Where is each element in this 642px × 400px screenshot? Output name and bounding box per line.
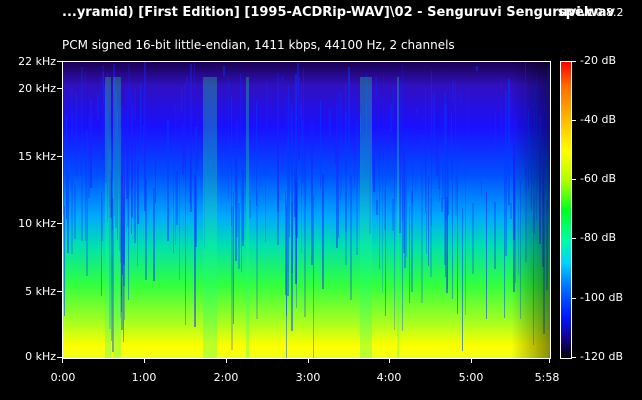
x-tick-label: 2:00 [213, 371, 239, 384]
x-tick [389, 358, 390, 363]
x-tick-label: 1:00 [131, 371, 157, 384]
x-tick [226, 358, 227, 363]
colorbar-label: -100 dB [580, 291, 623, 304]
app-name: spek [558, 5, 593, 20]
y-tick-label: 5 kHz [25, 285, 56, 298]
y-tick [57, 357, 62, 358]
x-tick [144, 358, 145, 363]
colorbar-label: -60 dB [580, 172, 616, 185]
audio-info: PCM signed 16-bit little-endian, 1411 kb… [62, 38, 455, 52]
y-tick [57, 61, 62, 62]
y-tick [57, 291, 62, 292]
colorbar-tick [572, 357, 576, 358]
colorbar-tick [572, 179, 576, 180]
colorbar-tick [572, 298, 576, 299]
y-tick-label: 10 kHz [18, 217, 56, 230]
x-tick-label: 4:00 [376, 371, 402, 384]
app-brand: spek 0.8.2 [558, 5, 624, 20]
y-tick-label: 0 kHz [25, 350, 56, 363]
x-tick [308, 358, 309, 363]
colorbar-tick [572, 238, 576, 239]
y-tick-label: 22 kHz [18, 55, 56, 68]
y-tick [57, 88, 62, 89]
file-title: ...yramid) [First Edition] [1995-ACDRip-… [62, 5, 616, 20]
colorbar-label: -120 dB [580, 350, 623, 363]
colorbar-tick [572, 61, 576, 62]
spectrogram-canvas [63, 62, 550, 358]
x-tick-label: 5:58 [534, 371, 560, 384]
x-tick [62, 358, 63, 363]
x-tick [549, 358, 550, 363]
x-tick-label: 3:00 [295, 371, 321, 384]
spectrogram-plot[interactable] [62, 61, 551, 359]
y-tick [57, 223, 62, 224]
colorbar-label: -20 dB [580, 54, 616, 67]
y-tick-label: 20 kHz [18, 82, 56, 95]
spectrogram-fade [63, 62, 550, 358]
y-tick [57, 156, 62, 157]
colorbar-tick [572, 120, 576, 121]
y-tick-label: 15 kHz [18, 150, 56, 163]
colorbar-label: -80 dB [580, 231, 616, 244]
x-tick-label: 5:00 [458, 371, 484, 384]
x-tick-label: 0:00 [50, 371, 76, 384]
app-version: 0.8.2 [595, 6, 624, 19]
colorbar-label: -40 dB [580, 113, 616, 126]
colorbar [560, 61, 572, 359]
x-tick [471, 358, 472, 363]
